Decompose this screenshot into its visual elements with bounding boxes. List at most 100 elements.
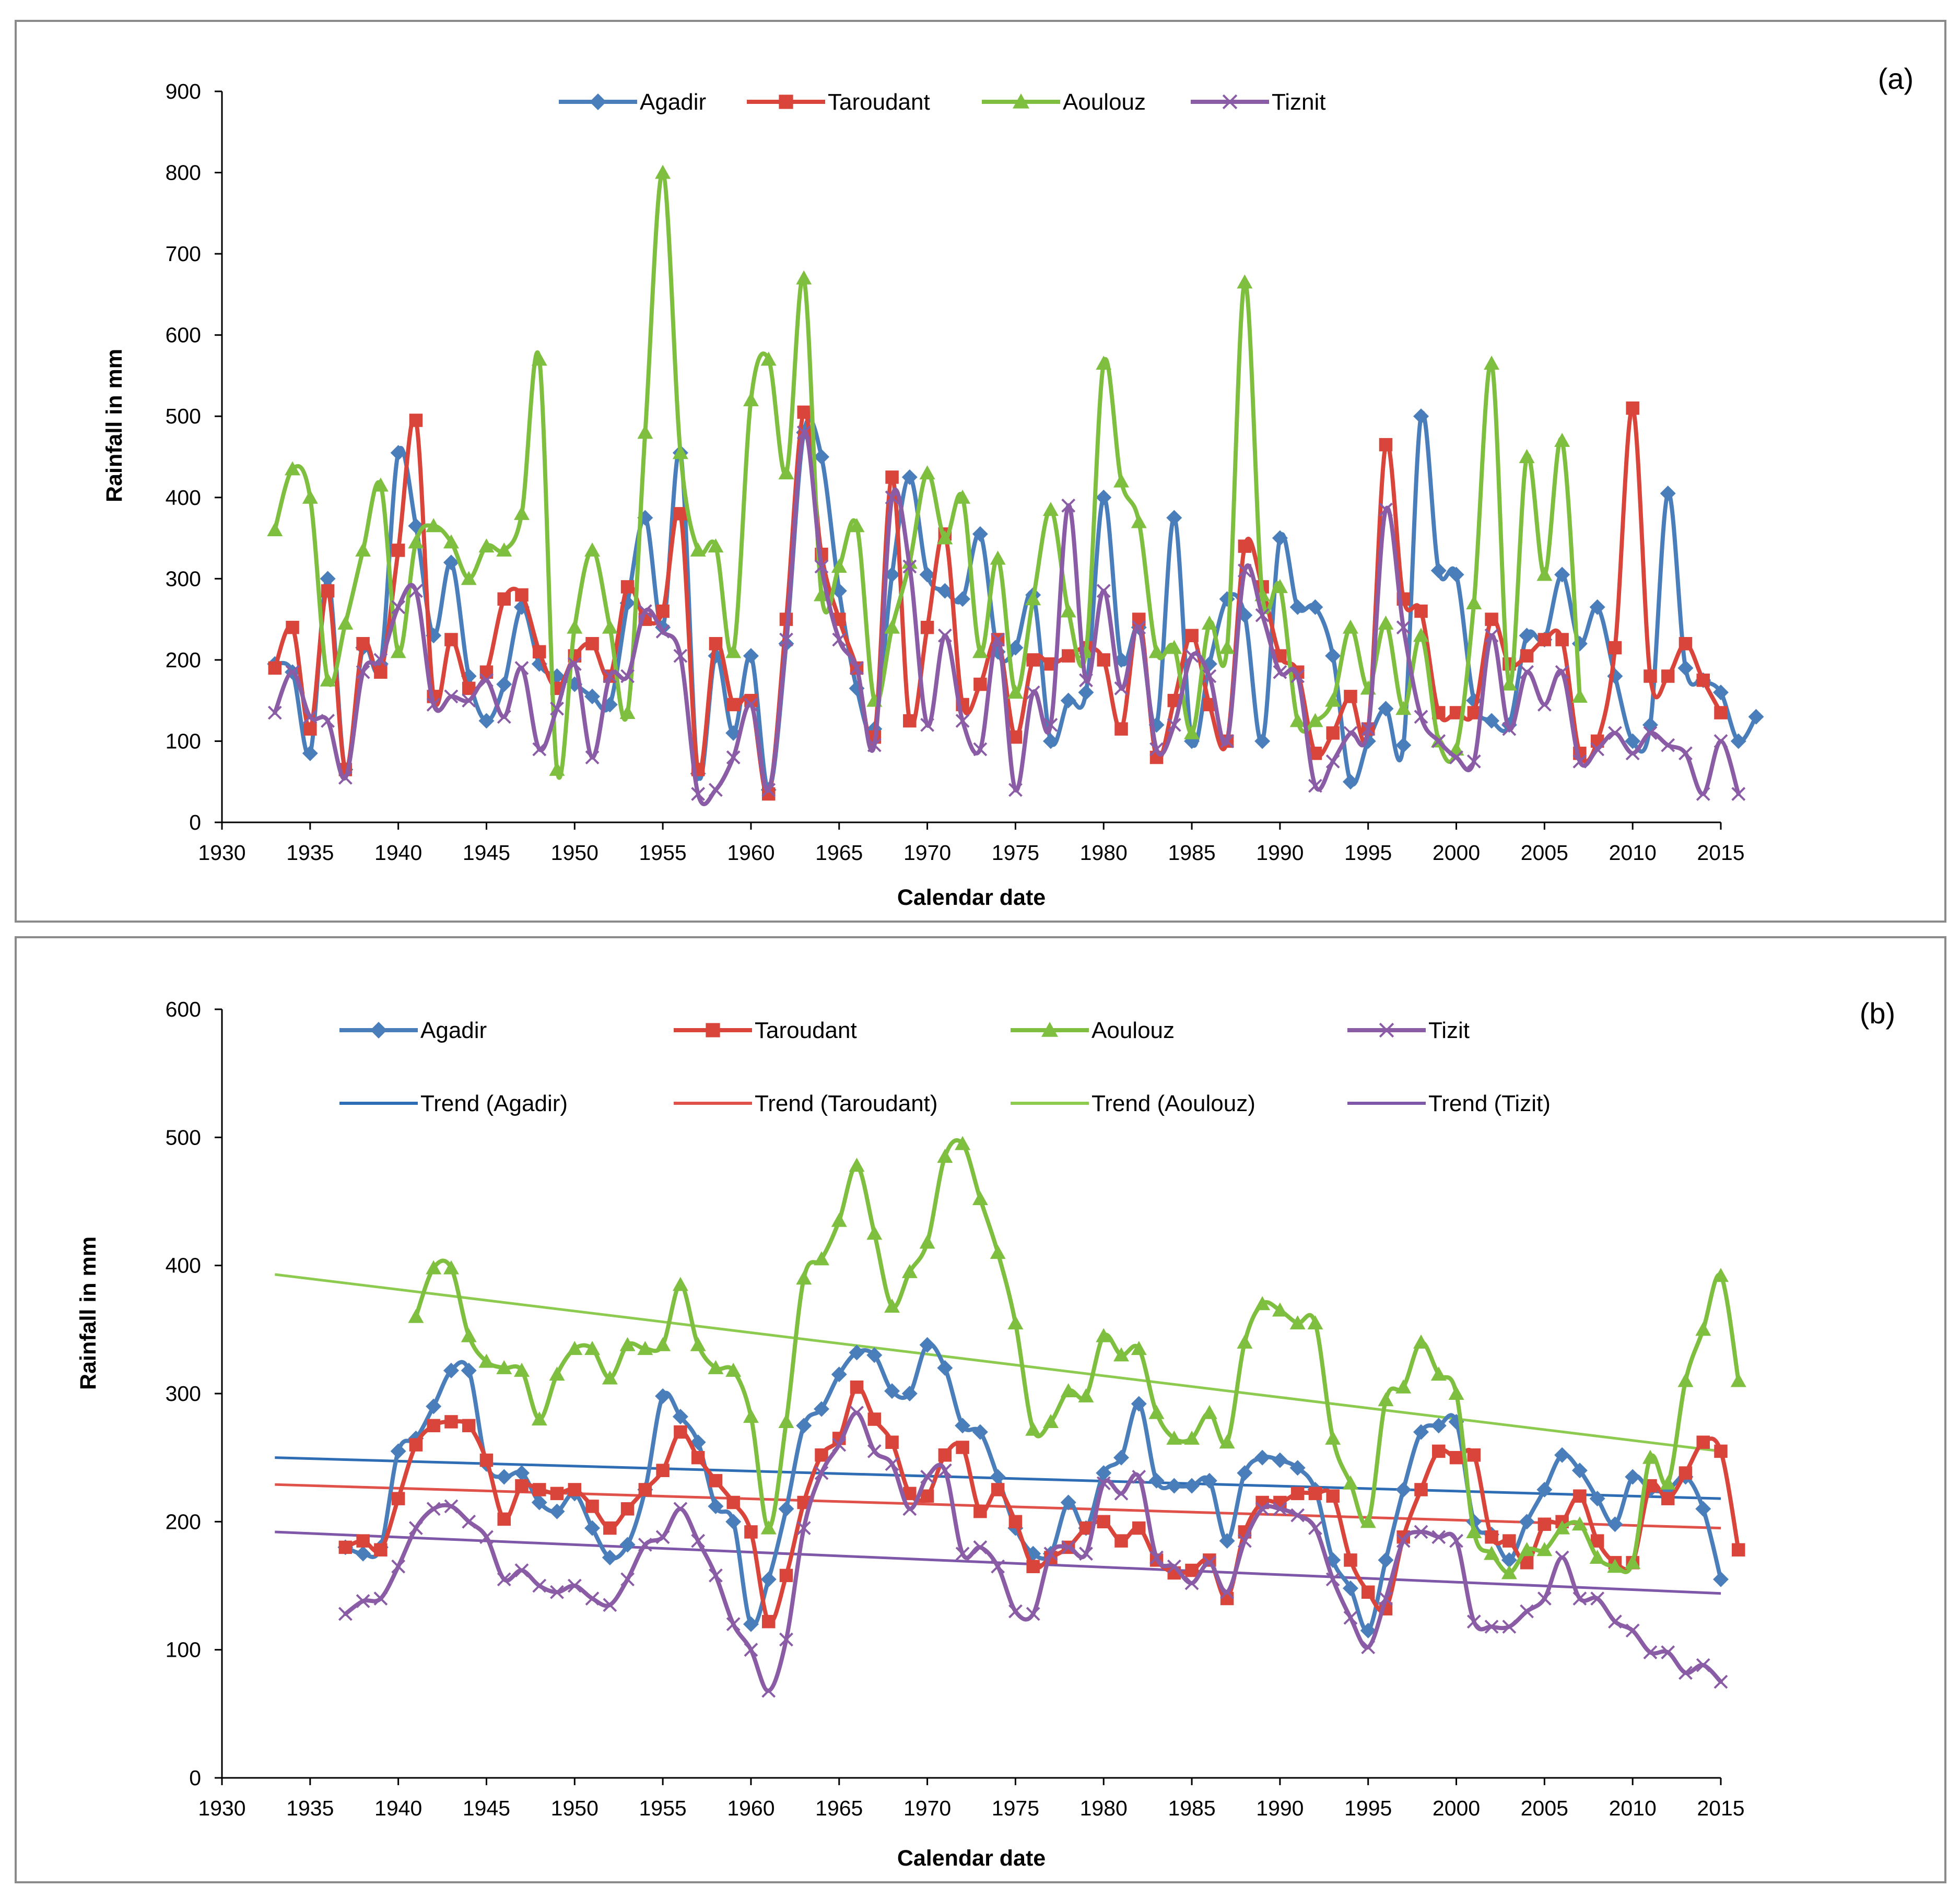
data-point-aoulouz xyxy=(549,761,565,776)
legend-marker-tizit xyxy=(1379,1022,1394,1038)
data-point-tiznit xyxy=(850,661,864,675)
legend-label-agadir: Agadir xyxy=(640,89,706,115)
x-tick-label: 2010 xyxy=(1609,1796,1657,1820)
series-aoulouz xyxy=(408,1136,1746,1579)
data-point-tizit xyxy=(1043,1547,1058,1561)
data-point-aoulouz xyxy=(690,542,706,557)
data-point-aoulouz xyxy=(619,705,636,719)
panel-b-label: (b) xyxy=(1860,997,1895,1030)
legend-label-agadir: Agadir xyxy=(420,1018,487,1043)
data-point-agadir xyxy=(1078,685,1094,701)
x-tick-label: 2005 xyxy=(1521,841,1568,865)
y-tick-label: 500 xyxy=(166,404,201,428)
data-point-aoulouz xyxy=(990,1245,1006,1259)
data-point-tiznit xyxy=(514,661,529,675)
data-point-aoulouz xyxy=(1096,1328,1112,1342)
data-point-tizit xyxy=(1502,1620,1517,1634)
data-point-agadir xyxy=(1131,1396,1147,1412)
data-point-tizit xyxy=(1484,1620,1499,1634)
data-point-agadir xyxy=(496,1469,512,1485)
data-point-taroudant xyxy=(1449,1450,1463,1465)
data-point-agadir xyxy=(1113,1449,1129,1466)
legend-item-aoulouz: Aoulouz xyxy=(982,89,1146,115)
legend-item-trend-aoulouz: Trend (Aoulouz) xyxy=(1011,1091,1255,1116)
data-point-aoulouz xyxy=(1007,1315,1024,1330)
data-point-tizit xyxy=(973,1540,988,1554)
data-point-agadir xyxy=(531,1494,547,1511)
data-point-taroudant xyxy=(391,544,405,557)
data-point-tiznit xyxy=(408,584,423,598)
data-point-agadir xyxy=(1519,1514,1535,1530)
data-point-taroudant xyxy=(338,1540,353,1554)
data-point-tiznit xyxy=(1484,628,1499,643)
data-point-tizit xyxy=(991,1559,1005,1574)
data-point-tiznit xyxy=(1325,754,1340,769)
data-point-aoulouz xyxy=(1413,1334,1429,1349)
data-point-agadir xyxy=(1342,774,1358,790)
data-point-tiznit xyxy=(1132,620,1146,635)
data-point-taroudant xyxy=(973,1504,987,1518)
data-point-aoulouz xyxy=(267,522,283,536)
data-point-taroudant xyxy=(409,414,423,427)
data-point-aoulouz xyxy=(496,1360,512,1374)
data-point-taroudant xyxy=(1114,1534,1128,1548)
panel-a-y-axis-title: Rainfall in mm xyxy=(102,349,127,502)
data-point-tiznit xyxy=(1149,742,1164,757)
data-point-tizit xyxy=(1079,1547,1093,1561)
data-point-tiznit xyxy=(1096,584,1111,598)
data-point-tizit xyxy=(479,1530,494,1544)
data-point-aoulouz xyxy=(1148,1405,1165,1419)
legend-item-aoulouz: Aoulouz xyxy=(1011,1018,1175,1043)
data-point-tizit xyxy=(1167,1559,1181,1574)
data-point-aoulouz xyxy=(1325,692,1341,707)
data-point-aoulouz xyxy=(955,489,971,504)
data-point-tizit xyxy=(955,1547,970,1561)
data-point-agadir xyxy=(1413,1424,1429,1440)
series-taroudant xyxy=(338,1380,1745,1629)
data-point-aoulouz xyxy=(390,644,406,658)
y-tick-label: 500 xyxy=(166,1125,201,1149)
x-tick-label: 1995 xyxy=(1344,841,1392,865)
data-point-taroudant xyxy=(638,1483,652,1496)
data-point-aoulouz xyxy=(637,1341,653,1355)
data-point-tizit xyxy=(514,1563,529,1577)
data-point-tizit xyxy=(814,1466,829,1480)
data-point-agadir xyxy=(831,1366,847,1383)
x-tick-label: 1940 xyxy=(374,1796,422,1820)
data-point-aoulouz xyxy=(937,530,953,545)
data-point-taroudant xyxy=(779,1568,793,1583)
data-point-agadir xyxy=(1677,660,1694,676)
legend-marker-taroudant xyxy=(779,95,793,109)
data-point-agadir xyxy=(1589,599,1605,615)
data-point-agadir xyxy=(514,1465,530,1481)
data-point-agadir xyxy=(478,713,495,729)
data-point-taroudant xyxy=(268,661,282,675)
data-point-taroudant xyxy=(1026,653,1040,667)
data-point-tiznit xyxy=(1379,502,1393,517)
data-point-taroudant xyxy=(726,698,740,712)
data-point-aoulouz xyxy=(725,644,742,658)
data-point-aoulouz xyxy=(1378,615,1394,630)
data-point-aoulouz xyxy=(478,538,495,553)
data-point-agadir xyxy=(955,1418,971,1434)
data-point-taroudant xyxy=(1467,1448,1481,1462)
panel-b-series xyxy=(337,1136,1746,1698)
x-tick-label: 2000 xyxy=(1433,841,1480,865)
data-point-tiznit xyxy=(1308,779,1322,793)
data-point-agadir xyxy=(972,1424,988,1440)
data-point-tizit xyxy=(850,1406,864,1420)
data-point-agadir xyxy=(1060,692,1076,709)
data-point-tizit xyxy=(638,1538,652,1552)
data-point-aoulouz xyxy=(1219,1434,1235,1449)
data-point-tiznit xyxy=(1061,498,1076,513)
data-point-tizit xyxy=(920,1470,935,1484)
data-point-tizit xyxy=(1343,1610,1358,1625)
data-point-aoulouz xyxy=(796,1270,812,1285)
data-point-taroudant xyxy=(286,620,299,634)
data-point-agadir xyxy=(549,1503,565,1519)
data-point-aoulouz xyxy=(549,1366,565,1381)
data-point-tiznit xyxy=(1502,722,1517,736)
data-point-taroudant xyxy=(533,645,546,659)
data-point-tizit xyxy=(1290,1508,1305,1523)
data-point-tiznit xyxy=(1167,717,1181,732)
